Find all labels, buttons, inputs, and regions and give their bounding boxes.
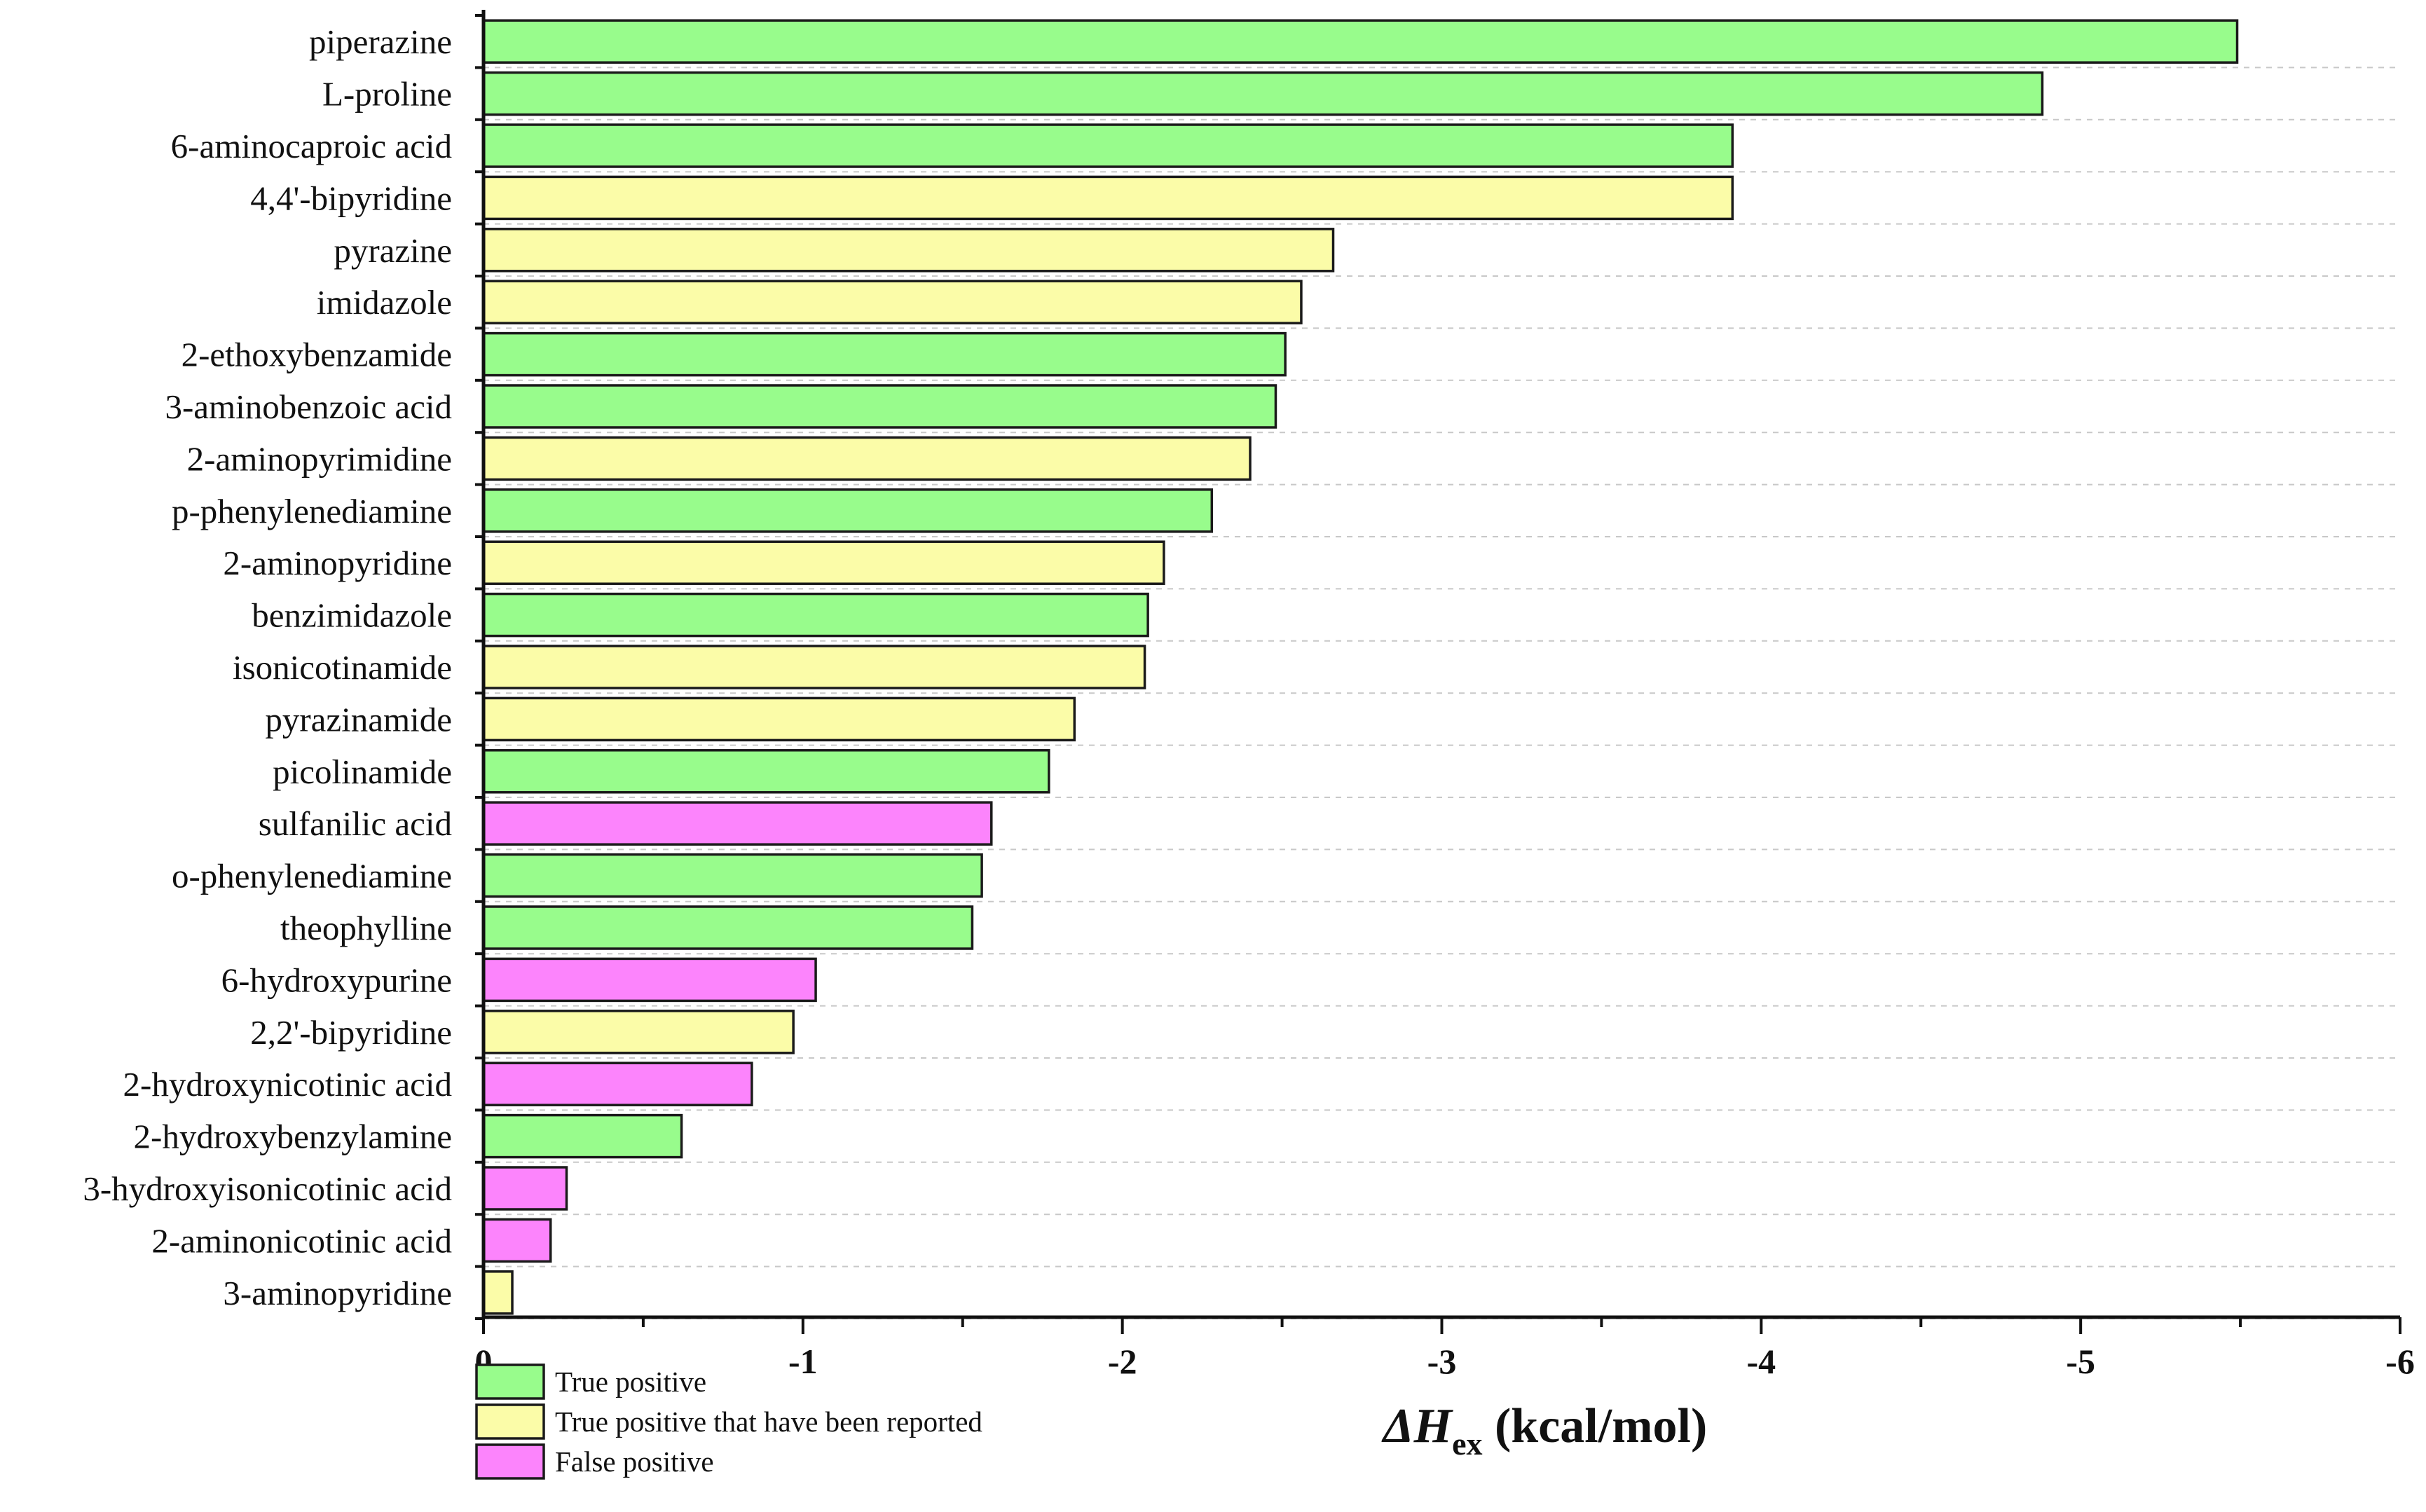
bar bbox=[482, 1113, 683, 1159]
bar bbox=[482, 957, 817, 1003]
x-axis: 0 -1 -2 -3 -4 -5 -6 bbox=[475, 10, 2415, 1381]
bar bbox=[482, 1010, 795, 1054]
bar bbox=[482, 123, 1734, 168]
category-label: 6-aminocaproic acid bbox=[171, 127, 452, 165]
legend-label: True positive that have been reported bbox=[555, 1406, 982, 1438]
category-label: L-proline bbox=[322, 75, 452, 114]
x-tick-label: -4 bbox=[1747, 1342, 1776, 1381]
category-label: 2-aminopyrimidine bbox=[187, 439, 452, 478]
x-tick-label: -5 bbox=[2066, 1342, 2095, 1381]
category-label: isonicotinamide bbox=[233, 648, 452, 687]
bar bbox=[482, 384, 1277, 429]
category-label: pyrazinamide bbox=[265, 700, 452, 738]
bar bbox=[482, 436, 1252, 481]
bars bbox=[482, 19, 2239, 1315]
bar bbox=[482, 853, 983, 898]
x-axis-title-sub: ex bbox=[1452, 1426, 1482, 1462]
bar bbox=[482, 905, 974, 950]
legend: True positive True positive that have bee… bbox=[475, 1363, 982, 1480]
legend-swatch bbox=[475, 1403, 545, 1440]
legend-swatch bbox=[475, 1363, 545, 1400]
category-label: 3-aminopyridine bbox=[223, 1274, 452, 1312]
x-tick-label: -3 bbox=[1427, 1342, 1457, 1381]
category-label: 4,4'-bipyridine bbox=[250, 179, 452, 217]
category-label: sulfanilic acid bbox=[259, 804, 452, 843]
bar bbox=[482, 540, 1165, 585]
x-tick-label: -1 bbox=[788, 1342, 818, 1381]
category-label: imidazole bbox=[317, 283, 452, 322]
category-label: 2,2'-bipyridine bbox=[250, 1013, 452, 1052]
category-label: 2-hydroxybenzylamine bbox=[134, 1118, 452, 1156]
category-label: piperazine bbox=[309, 22, 452, 61]
bar bbox=[482, 801, 993, 846]
category-label: benzimidazole bbox=[252, 596, 452, 635]
bar bbox=[482, 331, 1287, 377]
category-label: theophylline bbox=[280, 909, 452, 947]
legend-label: False positive bbox=[555, 1445, 714, 1478]
legend-label: True positive bbox=[555, 1366, 706, 1398]
bar bbox=[482, 228, 1335, 273]
bar bbox=[482, 1061, 753, 1106]
category-label: 3-hydroxyisonicotinic acid bbox=[83, 1169, 452, 1208]
category-label: 2-ethoxybenzamide bbox=[181, 336, 452, 374]
category-label: 2-aminopyridine bbox=[223, 544, 452, 582]
category-label: o-phenylenediamine bbox=[172, 857, 452, 895]
bar bbox=[482, 175, 1734, 221]
bar bbox=[482, 19, 2239, 64]
bar bbox=[482, 1218, 552, 1263]
bar bbox=[482, 592, 1149, 638]
category-label: pyrazine bbox=[334, 231, 452, 270]
category-labels: piperazine L-proline 6-aminocaproic acid 4,… bbox=[83, 22, 452, 1312]
bar bbox=[482, 280, 1303, 324]
x-axis-title: ΔHex (kcal/mol) bbox=[1381, 1399, 1708, 1462]
bar bbox=[482, 71, 2044, 116]
bar bbox=[482, 696, 1076, 742]
bar bbox=[482, 645, 1146, 689]
x-axis-title-main: ΔH bbox=[1381, 1399, 1454, 1453]
category-label: p-phenylenediamine bbox=[172, 492, 452, 530]
category-label: 3-aminobenzoic acid bbox=[165, 387, 452, 426]
x-tick-label: -6 bbox=[2385, 1342, 2415, 1381]
bar bbox=[482, 1166, 568, 1211]
bar bbox=[482, 749, 1050, 794]
bar bbox=[482, 488, 1214, 533]
category-label: 2-hydroxynicotinic acid bbox=[123, 1065, 452, 1104]
category-label: 6-hydroxypurine bbox=[221, 961, 452, 999]
category-label: 2-aminonicotinic acid bbox=[151, 1221, 452, 1260]
category-label: picolinamide bbox=[273, 752, 452, 791]
x-tick-label: -2 bbox=[1108, 1342, 1137, 1381]
legend-swatch bbox=[475, 1443, 545, 1480]
x-axis-title-unit: (kcal/mol) bbox=[1482, 1399, 1707, 1453]
bar bbox=[482, 1270, 514, 1315]
